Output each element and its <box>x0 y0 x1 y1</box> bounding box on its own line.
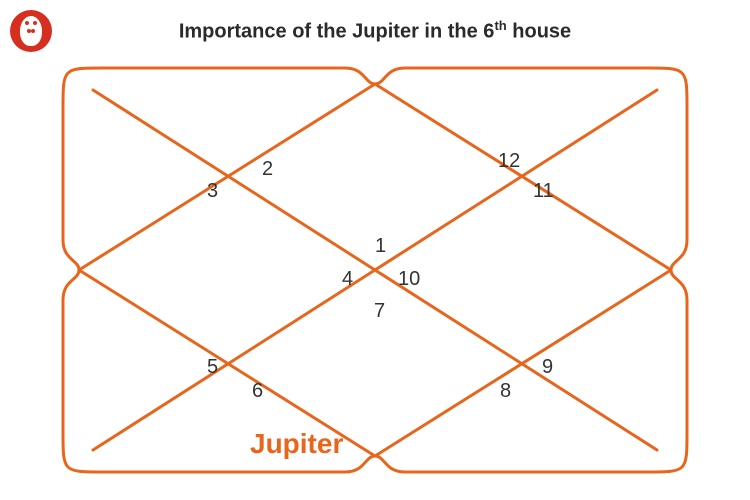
title-suffix: house <box>507 21 571 43</box>
house-number-3: 3 <box>207 180 218 203</box>
page-title: Importance of the Jupiter in the 6th hou… <box>0 18 750 44</box>
house-number-4: 4 <box>342 268 353 291</box>
house-number-9: 9 <box>542 356 553 379</box>
planet-label-jupiter: Jupiter <box>250 428 343 460</box>
house-number-5: 5 <box>207 356 218 379</box>
house-number-1: 1 <box>375 235 386 258</box>
house-number-6: 6 <box>252 380 263 403</box>
house-number-2: 2 <box>262 158 273 181</box>
title-prefix: Importance of the Jupiter in the 6 <box>179 21 495 43</box>
house-number-10: 10 <box>398 268 420 291</box>
house-number-11: 11 <box>533 180 554 203</box>
kundli-chart <box>55 60 695 480</box>
title-ordinal: th <box>494 18 506 33</box>
house-number-12: 12 <box>498 150 520 173</box>
house-number-7: 7 <box>374 300 385 323</box>
house-number-8: 8 <box>500 380 511 403</box>
